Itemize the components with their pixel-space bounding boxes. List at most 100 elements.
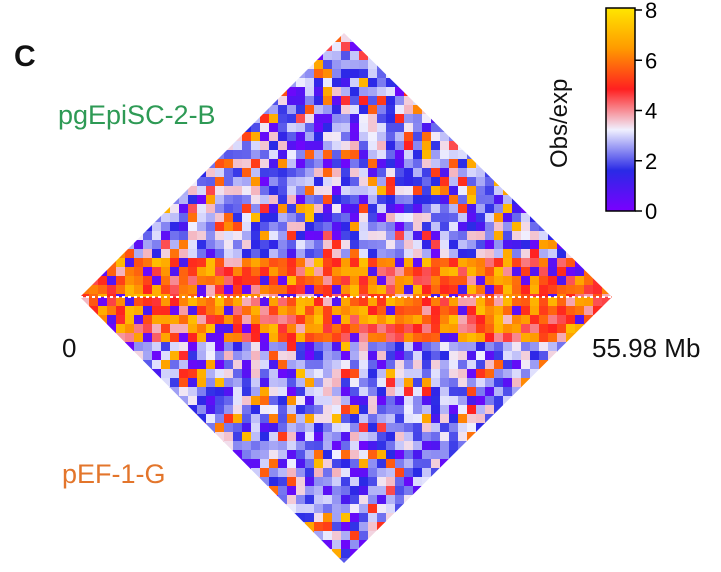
heatmap-cell: [422, 324, 431, 333]
heatmap-cell: [260, 276, 269, 285]
heatmap-cell: [305, 231, 314, 240]
heatmap-cell: [359, 495, 368, 504]
heatmap-cell: [233, 432, 242, 441]
heatmap-cell: [512, 306, 521, 315]
heatmap-cell: [476, 294, 485, 297]
heatmap-cell: [224, 267, 233, 276]
heatmap-cell: [440, 222, 449, 231]
heatmap-cell: [251, 150, 260, 159]
heatmap-cell: [107, 306, 116, 315]
heatmap-cell: [377, 459, 386, 468]
heatmap-cell: [377, 405, 386, 414]
heatmap-cell: [593, 294, 602, 297]
heatmap-cell: [341, 540, 350, 549]
heatmap-cell: [305, 360, 314, 369]
heatmap-cell: [287, 468, 296, 477]
heatmap-cell: [431, 132, 440, 141]
heatmap-cell: [368, 423, 377, 432]
heatmap-cell: [260, 387, 269, 396]
heatmap-cell: [278, 450, 287, 459]
heatmap-cell: [341, 297, 350, 306]
heatmap-cell: [566, 285, 575, 294]
heatmap-cell: [215, 249, 224, 258]
heatmap-cell: [251, 177, 260, 186]
heatmap-cell: [332, 123, 341, 132]
heatmap-cell: [251, 132, 260, 141]
heatmap-cell: [287, 96, 296, 105]
heatmap-cell: [125, 315, 134, 324]
heatmap-cell: [377, 78, 386, 87]
heatmap-cell: [566, 315, 575, 324]
heatmap-cell: [341, 294, 350, 297]
heatmap-cell: [566, 267, 575, 276]
heatmap-cell: [413, 141, 422, 150]
heatmap-cell: [386, 315, 395, 324]
heatmap-cell: [431, 351, 440, 360]
heatmap-cell: [413, 258, 422, 267]
heatmap-cell: [449, 150, 458, 159]
heatmap-cell: [287, 105, 296, 114]
heatmap-cell: [359, 222, 368, 231]
heatmap-cell: [242, 423, 251, 432]
heatmap-cell: [539, 342, 548, 351]
heatmap-cell: [377, 114, 386, 123]
heatmap-cell: [404, 150, 413, 159]
heatmap-cell: [548, 276, 557, 285]
heatmap-cell: [296, 168, 305, 177]
heatmap-cell: [449, 231, 458, 240]
heatmap-cell: [422, 186, 431, 195]
heatmap-cell: [503, 333, 512, 342]
heatmap-cell: [314, 177, 323, 186]
heatmap-cell: [269, 414, 278, 423]
heatmap-cell: [206, 324, 215, 333]
heatmap-cell: [395, 222, 404, 231]
heatmap-cell: [539, 297, 548, 306]
heatmap-cell: [386, 204, 395, 213]
heatmap-cell: [278, 495, 287, 504]
heatmap-cell: [440, 360, 449, 369]
heatmap-cell: [377, 378, 386, 387]
heatmap-cell: [368, 258, 377, 267]
heatmap-cell: [368, 123, 377, 132]
heatmap-cell: [386, 195, 395, 204]
heatmap-cell: [530, 369, 539, 378]
heatmap-cell: [224, 297, 233, 306]
heatmap-cell: [413, 468, 422, 477]
heatmap-cell: [341, 141, 350, 150]
heatmap-cell: [278, 159, 287, 168]
heatmap-cell: [224, 342, 233, 351]
heatmap-cell: [332, 168, 341, 177]
heatmap-cell: [269, 240, 278, 249]
heatmap-cell: [332, 450, 341, 459]
heatmap-cell: [89, 294, 98, 297]
heatmap-cell: [350, 240, 359, 249]
colorbar-tick-label: 4: [645, 99, 657, 124]
heatmap-cell: [413, 441, 422, 450]
heatmap-cell: [314, 105, 323, 114]
heatmap-cell: [458, 186, 467, 195]
heatmap-cell: [368, 168, 377, 177]
heatmap-cell: [431, 195, 440, 204]
heatmap-cell: [485, 231, 494, 240]
heatmap-cell: [395, 132, 404, 141]
heatmap-cell: [548, 240, 557, 249]
heatmap-cell: [395, 297, 404, 306]
heatmap-cell: [170, 240, 179, 249]
heatmap-cell: [494, 267, 503, 276]
heatmap-cell: [503, 351, 512, 360]
heatmap-cell: [224, 276, 233, 285]
heatmap-cell: [431, 150, 440, 159]
heatmap-cell: [170, 231, 179, 240]
heatmap-cell: [395, 114, 404, 123]
heatmap-cell: [395, 285, 404, 294]
heatmap-cell: [314, 213, 323, 222]
heatmap-cell: [188, 222, 197, 231]
heatmap-cell: [341, 132, 350, 141]
heatmap-cell: [467, 387, 476, 396]
heatmap-cell: [431, 276, 440, 285]
heatmap-cell: [332, 60, 341, 69]
heatmap-cell: [278, 249, 287, 258]
heatmap-cell: [341, 324, 350, 333]
heatmap-cell: [233, 333, 242, 342]
heatmap-cell: [431, 306, 440, 315]
